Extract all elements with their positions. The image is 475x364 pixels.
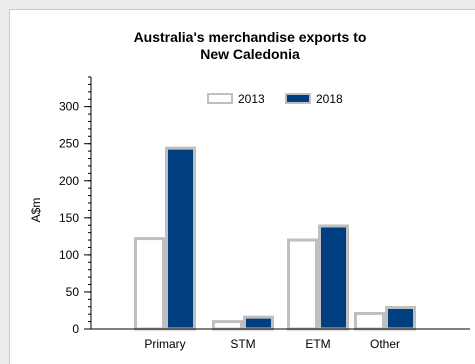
bar-2018-primary	[165, 146, 196, 331]
y-axis-label: A$m	[29, 198, 43, 223]
chart-title-line-2: New Caledonia	[200, 46, 300, 62]
bar-2018-etm	[318, 224, 349, 331]
x-tick-label: ETM	[305, 337, 330, 351]
bar-2013-primary	[134, 237, 165, 331]
legend-label-2013: 2013	[238, 92, 265, 106]
y-tick-label: 50	[66, 285, 80, 299]
plot-area: 0 50 100 150 200 250 300 Primary STM ETM Other	[59, 76, 470, 351]
x-tick-label: Other	[370, 337, 400, 351]
bar-2013-etm	[287, 238, 318, 331]
bar-2018-other	[385, 306, 416, 331]
bar-2018-stm	[243, 315, 274, 331]
bar-2013-stm	[212, 320, 243, 331]
y-tick-label: 250	[59, 137, 79, 151]
y-tick-label: 100	[59, 248, 79, 262]
chart-panel	[9, 9, 475, 364]
x-tick-label: Primary	[144, 337, 185, 351]
y-tick-label: 0	[72, 322, 79, 336]
x-tick-label: STM	[230, 337, 255, 351]
legend-label-2018: 2018	[316, 92, 343, 106]
legend-swatch-2013	[207, 93, 233, 104]
legend-swatch-2018	[285, 93, 311, 104]
chart-title-line-1: Australia's merchandise exports to	[134, 29, 367, 45]
y-tick-label: 150	[59, 211, 79, 225]
bar-2013-other	[354, 311, 385, 331]
y-tick-label: 300	[59, 100, 79, 114]
legend: 2013 2018	[207, 92, 343, 106]
y-tick-label: 200	[59, 174, 79, 188]
